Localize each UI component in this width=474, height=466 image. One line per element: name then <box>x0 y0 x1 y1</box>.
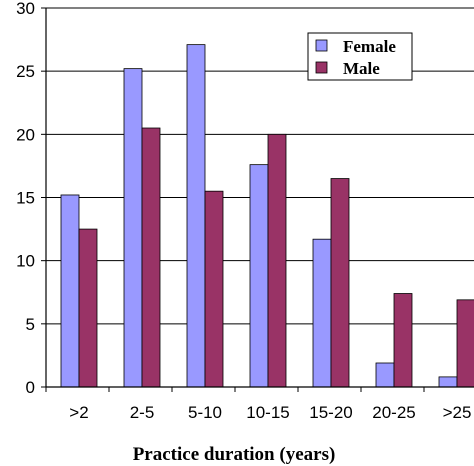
x-tick-labels: >2 2-5 5-10 10-15 15-20 20-25 >25 <box>45 387 472 422</box>
legend-label-male: Male <box>343 59 380 78</box>
bar-female-1 <box>123 68 143 388</box>
y-tick-label: 25 <box>16 62 35 81</box>
y-tick-label: 5 <box>26 315 35 334</box>
bar-female-5 <box>375 362 395 388</box>
y-tick-label: 0 <box>26 378 35 397</box>
bar-female-2 <box>186 44 206 388</box>
x-axis-title: Practice duration (years) <box>133 444 336 465</box>
bar-female-4 <box>312 238 332 388</box>
bar-male-5 <box>393 293 413 388</box>
bar-female-3 <box>249 164 269 388</box>
axes <box>45 8 474 388</box>
bar-male-1 <box>141 127 161 388</box>
y-tick-label: 10 <box>16 252 35 271</box>
bar-female-0 <box>60 194 80 388</box>
x-tick-label: 2-5 <box>130 403 155 422</box>
bar-male-0 <box>78 228 98 388</box>
x-tick-label: 10-15 <box>246 403 289 422</box>
y-tick-labels: 0 5 10 15 20 25 30 <box>16 0 35 397</box>
bars <box>60 44 474 388</box>
bar-male-3 <box>267 133 287 388</box>
bar-male-4 <box>330 178 350 388</box>
x-tick-label: >2 <box>69 403 88 422</box>
legend-swatch-male <box>315 61 328 74</box>
y-tick-label: 20 <box>16 125 35 144</box>
x-tick-label: >25 <box>443 403 472 422</box>
legend: Female Male <box>307 32 413 81</box>
legend-swatch-female <box>315 39 328 52</box>
bar-male-6 <box>456 299 474 388</box>
x-tick-label: 5-10 <box>188 403 222 422</box>
y-tick-label: 15 <box>16 189 35 208</box>
legend-label-female: Female <box>343 37 396 56</box>
x-tick-label: 20-25 <box>372 403 415 422</box>
bar-male-2 <box>204 190 224 388</box>
x-tick-label: 15-20 <box>309 403 352 422</box>
y-tick-label: 30 <box>16 0 35 18</box>
bar-female-6 <box>438 376 458 388</box>
